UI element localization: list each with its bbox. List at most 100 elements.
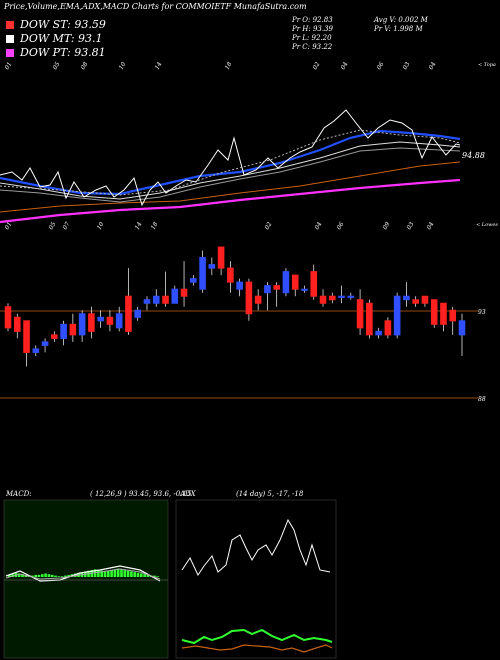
- macd-histogram-bar: [31, 575, 34, 577]
- mid-date-tick: 10: [96, 221, 106, 231]
- top-date-tick: 04: [428, 61, 438, 71]
- chart-title: Price,Volume,EMA,ADX,MACD Charts for COM…: [4, 2, 307, 11]
- candle-body: [69, 323, 77, 336]
- adx-params: (14 day) 5, -17, -18: [236, 490, 304, 498]
- legend-swatch-white: [6, 34, 14, 43]
- legend-dow-pt-label: DOW PT: 93.81: [20, 46, 106, 59]
- macd-histogram-bar: [110, 570, 113, 577]
- stat-pr-l: Pr L: 92.20: [292, 34, 332, 42]
- macd-histogram-bar: [54, 575, 57, 577]
- stat-pr-c: Pr C: 93.22: [292, 43, 333, 51]
- legend-swatch-magenta: [6, 48, 14, 57]
- ema-brown-line: [0, 161, 461, 213]
- mid-date-tick: 01: [4, 221, 14, 231]
- candle-body: [310, 271, 318, 297]
- candle-body: [347, 295, 355, 298]
- mid-price-label-88: 88: [478, 396, 486, 403]
- candle-body: [143, 299, 151, 304]
- mid-date-tick: 05: [48, 221, 58, 231]
- top-date-tick: 06: [376, 61, 386, 71]
- price-close-line: [0, 109, 461, 207]
- candle-body: [430, 299, 438, 325]
- macd-histogram-bar: [41, 574, 44, 577]
- candle-body: [338, 295, 345, 298]
- candle-body: [282, 271, 290, 294]
- top-date-tick: 05: [52, 61, 62, 71]
- candle-body: [421, 295, 429, 304]
- candle-body: [328, 295, 336, 301]
- legend-dow-mt: DOW MT: 93.1: [6, 32, 103, 45]
- top-date-tick: 14: [154, 61, 164, 71]
- candle-body: [41, 341, 49, 346]
- macd-histogram-bar: [133, 572, 136, 577]
- candle-body: [245, 281, 253, 315]
- candle-body: [301, 288, 308, 291]
- top-date-tick: 18: [224, 61, 234, 71]
- macd-histogram-bar: [34, 574, 37, 577]
- candle-body: [125, 295, 132, 332]
- mid-date-tick: 04: [426, 221, 436, 231]
- candle-body: [319, 295, 327, 304]
- mid-date-tick: 04: [314, 221, 324, 231]
- mid-price-label-93: 93: [478, 309, 486, 316]
- candle-body: [217, 246, 225, 269]
- candle-body: [190, 278, 197, 283]
- candle-body: [32, 348, 40, 353]
- macd-histogram-bar: [156, 576, 160, 577]
- macd-panel-bg: [3, 499, 169, 659]
- candle-body: [97, 316, 104, 322]
- candle-body: [384, 320, 392, 336]
- candle-body: [291, 274, 299, 290]
- macd-histogram-bar: [67, 574, 70, 577]
- candle-body: [199, 257, 206, 290]
- candle-body: [403, 295, 410, 301]
- top-date-tick: 08: [80, 61, 90, 71]
- macd-histogram-bar: [130, 571, 133, 577]
- macd-histogram-bar: [153, 575, 156, 577]
- macd-params: ( 12,26,9 ) 93.45, 93.6, -0.15: [90, 490, 192, 498]
- macd-histogram-bar: [136, 572, 140, 577]
- top-date-tick: 02: [312, 61, 322, 71]
- macd-histogram-bar: [37, 574, 41, 577]
- macd-histogram-bar: [17, 573, 21, 577]
- legend-dow-st: DOW ST: 93.59: [6, 18, 106, 31]
- macd-histogram-bar: [120, 569, 123, 577]
- candle-body: [208, 264, 216, 269]
- top-date-tick: 03: [402, 61, 412, 71]
- candle-body: [254, 295, 262, 304]
- mid-date-tick: 02: [264, 221, 274, 231]
- adx-panel-bg: [175, 499, 337, 659]
- mid-date-tick: 09: [382, 221, 392, 231]
- top-right-label: < Topa: [478, 62, 496, 68]
- macd-histogram-bar: [100, 570, 103, 577]
- legend-dow-st-label: DOW ST: 93.59: [20, 18, 106, 31]
- candle-body: [236, 281, 243, 290]
- candle-body: [171, 288, 179, 304]
- macd-histogram-bar: [146, 574, 150, 577]
- candle-body: [449, 309, 457, 322]
- candle-body: [366, 302, 373, 336]
- candle-body: [375, 330, 382, 336]
- macd-histogram-bar: [47, 574, 51, 577]
- candle-body: [13, 316, 21, 332]
- adx-line: [181, 518, 331, 577]
- stat-pr-v: Pr V: 1.998 M: [374, 25, 423, 33]
- macd-histogram-bar: [140, 573, 143, 577]
- top-date-tick: 04: [340, 61, 350, 71]
- candle-body: [134, 309, 142, 318]
- legend-dow-mt-label: DOW MT: 93.1: [20, 32, 103, 45]
- macd-histogram-bar: [126, 570, 130, 577]
- stat-avg-v: Avg V: 0.002 M: [374, 16, 428, 24]
- ema-blue-line: [0, 129, 461, 196]
- candle-body: [264, 285, 271, 294]
- legend-dow-pt: DOW PT: 93.81: [6, 46, 106, 59]
- candle-body: [106, 316, 114, 325]
- mid-right-label: < Lowes: [476, 222, 498, 228]
- candle-body: [273, 285, 280, 290]
- mid-date-tick: 18: [150, 221, 160, 231]
- mid-date-tick: 07: [62, 221, 72, 231]
- adx-plus-di-line: [181, 628, 333, 645]
- adx-minus-di-line: [181, 644, 333, 653]
- top-price-label: 94.88: [462, 151, 485, 160]
- macd-histogram-bar: [57, 576, 61, 577]
